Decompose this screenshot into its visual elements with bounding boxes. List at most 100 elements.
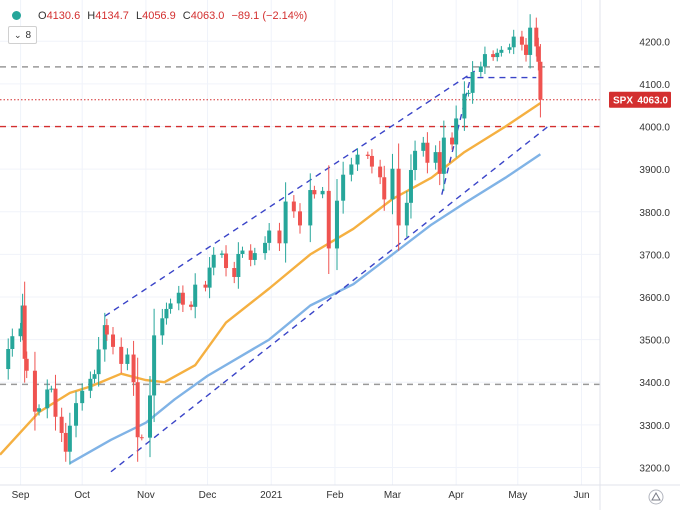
candle-body [96, 349, 101, 375]
trend-line [110, 123, 552, 473]
x-tick-label: May [508, 490, 527, 501]
candle [92, 369, 97, 384]
candle-body [18, 328, 23, 337]
price-tag-value: 4063.0 [637, 96, 668, 107]
chevron-down-icon: ⌄ [14, 30, 22, 40]
candle [267, 223, 272, 251]
candle-body [263, 242, 268, 254]
last-price-tag: SPX 4063.0 [609, 91, 671, 108]
candle [312, 185, 317, 199]
candle [236, 242, 241, 289]
candle-body [298, 211, 302, 226]
candle [462, 81, 467, 131]
candle-body [211, 254, 216, 268]
x-tick-label: Jun [573, 490, 589, 501]
candle [232, 261, 237, 284]
candle-body [164, 308, 169, 319]
candle [164, 302, 169, 325]
candle-body [6, 349, 11, 370]
candle [252, 247, 257, 266]
candle [104, 318, 109, 341]
candle-body [534, 27, 539, 47]
candle-body [482, 54, 487, 67]
price-tag-box [609, 91, 671, 108]
candle [111, 327, 116, 355]
candle [148, 376, 152, 458]
x-tick-label: Mar [384, 490, 402, 501]
ohlc-open: O4130.6 [38, 10, 81, 22]
price-tag-symbol: SPX [613, 96, 633, 107]
candle [425, 132, 430, 174]
candle-body [507, 47, 512, 50]
candle-body [148, 395, 152, 438]
candle-body [236, 253, 241, 277]
candle-body [111, 334, 116, 347]
candle [369, 149, 374, 174]
candle [408, 154, 413, 219]
candle [135, 357, 140, 462]
candle-body [536, 46, 541, 62]
candle [382, 165, 387, 211]
x-tick-label: Nov [137, 490, 155, 501]
candle-body [176, 292, 181, 304]
candle-body [152, 335, 157, 396]
candle [277, 222, 282, 251]
candle-body [441, 137, 446, 174]
candle [291, 195, 296, 218]
chart-grid [0, 0, 600, 485]
candle [404, 191, 409, 238]
candle [538, 44, 543, 118]
x-tick-label: Sep [12, 490, 30, 501]
candle-body [240, 250, 245, 254]
candle [176, 285, 181, 311]
candle-body [207, 267, 212, 288]
candle [326, 165, 331, 274]
candle [219, 250, 224, 258]
trend-line [104, 70, 476, 317]
candle [125, 348, 130, 371]
candle-body [180, 292, 185, 305]
candle [22, 281, 27, 383]
candle-body [408, 170, 413, 203]
candle-body [49, 388, 54, 390]
candle-body [320, 190, 325, 195]
candle-body [519, 36, 524, 45]
y-tick-label: 3400.0 [639, 378, 670, 389]
candle [240, 246, 245, 258]
candle-body [131, 354, 136, 383]
candle-body [22, 305, 27, 359]
candle-body [224, 253, 229, 269]
candle [20, 293, 25, 341]
candle [482, 46, 487, 74]
x-tick-label: Dec [199, 490, 217, 501]
candle [534, 17, 539, 57]
indicators-toggle-button[interactable]: ⌄ 8 [8, 26, 38, 44]
candle [441, 120, 446, 191]
candle-body [267, 230, 272, 243]
candle [519, 30, 524, 51]
y-tick-label: 3800.0 [639, 208, 670, 219]
candle [248, 244, 253, 267]
candle [49, 385, 54, 393]
candle [119, 337, 124, 374]
candle-body [538, 61, 543, 100]
settings-icon[interactable] [648, 489, 664, 505]
candle-body [252, 253, 257, 260]
x-tick-label: 2021 [260, 490, 283, 501]
candle [491, 50, 496, 61]
candle-body [10, 336, 15, 350]
candle [211, 247, 216, 276]
symbol-status-icon [12, 11, 21, 20]
candle [88, 371, 93, 399]
candle [450, 132, 455, 150]
candle [470, 61, 475, 104]
ohlc-change: −89.1 (−2.14%) [231, 10, 308, 22]
ohlc-high: H4134.7 [87, 10, 129, 22]
candle-body [334, 200, 339, 249]
candle-body [59, 416, 64, 433]
y-tick-label: 3900.0 [639, 165, 670, 176]
candle [32, 351, 37, 431]
candle-body [528, 27, 533, 55]
